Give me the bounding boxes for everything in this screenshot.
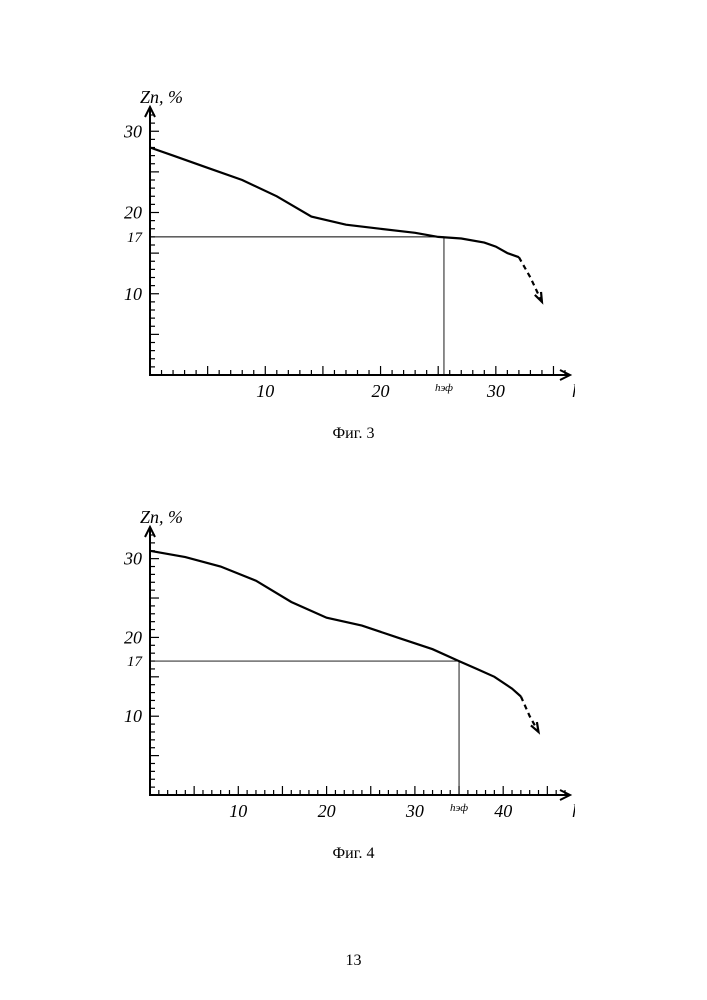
- x-tick-label: 20: [318, 801, 336, 821]
- x-tick-label: 30: [405, 801, 424, 821]
- x-tick-label: 10: [256, 381, 274, 401]
- y-tick-label: 10: [124, 706, 142, 726]
- y-extra-tick-label: 17: [127, 654, 144, 670]
- chart: 10 20 30 40 10 20 30 17 hэф Zn, % hₙ , мкм: [95, 500, 575, 840]
- y-axis-label: Zn, %: [140, 87, 183, 107]
- page: 10 20 30 10 20 30 17 hэф Zn, % hₙ , мкм Фиг. 3 10…: [0, 0, 707, 1000]
- page-number: 13: [0, 952, 707, 970]
- data-curve: [150, 148, 519, 258]
- chart: 10 20 30 10 20 30 17 hэф Zn, % hₙ , мкм: [95, 80, 575, 420]
- x-axis-label: hₙ , мкм: [572, 381, 575, 401]
- x-tick-label: 30: [486, 381, 505, 401]
- x-axis-label: hₙ , мкм: [572, 801, 575, 821]
- x-tick-label: 20: [372, 381, 390, 401]
- y-extra-tick-label: 17: [127, 230, 144, 246]
- figure-4-caption: Фиг. 4: [0, 845, 707, 863]
- data-curve-tail: [521, 697, 539, 733]
- figure-4: 10 20 30 40 10 20 30 17 hэф Zn, % hₙ , мкм: [95, 500, 575, 840]
- y-tick-label: 30: [123, 121, 142, 141]
- arrowhead-icon: [535, 292, 542, 302]
- figure-3-caption: Фиг. 3: [0, 425, 707, 443]
- figure-3: 10 20 30 10 20 30 17 hэф Zn, % hₙ , мкм: [95, 80, 575, 420]
- x-tick-label: 10: [229, 801, 247, 821]
- data-curve-tail: [519, 257, 542, 302]
- y-tick-label: 20: [124, 627, 142, 647]
- x-extra-tick-label: hэф: [435, 382, 453, 394]
- y-tick-label: 10: [124, 284, 142, 304]
- x-extra-tick-label: hэф: [450, 802, 468, 814]
- data-curve: [150, 551, 521, 697]
- y-tick-label: 20: [124, 203, 142, 223]
- y-axis-label: Zn, %: [140, 507, 183, 527]
- x-tick-label: 40: [494, 801, 512, 821]
- y-tick-label: 30: [123, 549, 142, 569]
